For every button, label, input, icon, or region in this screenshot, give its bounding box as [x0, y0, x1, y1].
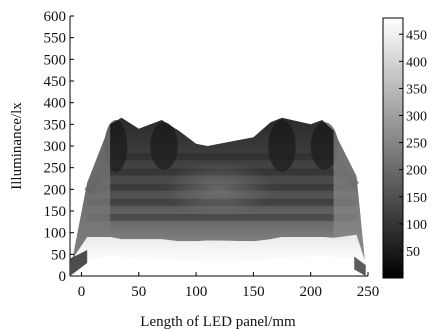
- surface-front-face: [70, 234, 366, 276]
- colorbar-tick-labels: 50 100 150 200 250 300 350 400 450: [399, 28, 427, 260]
- y-tick-labels: 0 50 100 150 200 250 300 350 400 450 500 550 600: [44, 9, 74, 285]
- colorbar-tick-label: 350: [406, 82, 427, 97]
- y-tick-label: 300: [44, 139, 67, 155]
- colorbar-tick-label: 150: [406, 191, 427, 206]
- illuminance-surface: [70, 117, 366, 276]
- y-tick-label: 0: [59, 269, 67, 285]
- y-tick-label: 250: [44, 161, 67, 177]
- surface-peak-3: [268, 120, 296, 172]
- x-tick-label: 250: [357, 284, 380, 300]
- surface-peak-2: [150, 122, 178, 170]
- colorbar-tick-label: 200: [406, 164, 427, 179]
- y-tick-label: 50: [51, 247, 66, 263]
- surface-ripple-1: [84, 153, 360, 194]
- surface-left-foot: [70, 250, 88, 276]
- colorbar-tick-label: 50: [406, 245, 420, 260]
- y-tick-label: 400: [44, 96, 67, 112]
- colorbar-tick-label: 300: [406, 110, 427, 125]
- x-tick-labels: 0 50 100 150 200 250: [78, 272, 380, 300]
- colorbar-tick-label: 400: [406, 55, 427, 70]
- x-tick-label: 50: [131, 284, 146, 300]
- colorbar-tick-label: 450: [406, 28, 427, 43]
- x-tick-label: 200: [299, 284, 322, 300]
- surface-left-side: [70, 124, 111, 272]
- y-tick-label: 350: [44, 117, 67, 133]
- y-axis-label: Illuminance/lx: [9, 102, 25, 190]
- surface-peak-4: [310, 122, 339, 170]
- x-tick-label: 0: [78, 284, 86, 300]
- y-tick-label: 600: [44, 9, 67, 25]
- surface-right-foot: [354, 256, 366, 276]
- y-tick-label: 550: [44, 31, 67, 47]
- y-tick-label: 200: [44, 182, 67, 198]
- colorbar-tick-label: 100: [406, 218, 427, 233]
- y-tick-label: 100: [44, 226, 67, 242]
- colorbar-tick-label: 250: [406, 137, 427, 152]
- surface-center-glow: [164, 161, 274, 218]
- x-tick-label: 100: [185, 284, 208, 300]
- y-tick-label: 150: [44, 204, 67, 220]
- y-tick-label: 450: [44, 74, 67, 90]
- surface-right-side: [333, 130, 366, 270]
- x-tick-label: 150: [242, 284, 265, 300]
- x-axis-label: Length of LED panel/mm: [140, 314, 296, 330]
- colorbar: [382, 17, 404, 279]
- y-tick-label: 500: [44, 52, 67, 68]
